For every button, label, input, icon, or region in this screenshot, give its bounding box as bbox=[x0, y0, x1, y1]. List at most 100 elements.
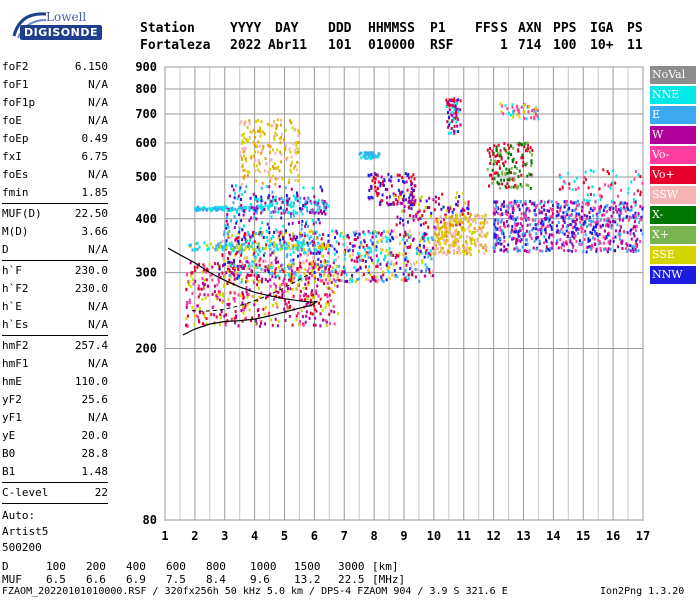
echo-point-F-trace-low bbox=[321, 279, 324, 283]
echo-point-F-trace-main bbox=[327, 251, 330, 255]
echo-point-blue-380-a bbox=[549, 223, 552, 227]
echo-point-band-425 bbox=[262, 205, 265, 209]
echo-point-yellow-550 bbox=[267, 122, 270, 126]
echo-point-F-trace-main bbox=[427, 255, 430, 259]
echo-point-F-trace-low bbox=[311, 269, 314, 273]
echo-point-F-trace-low bbox=[226, 302, 229, 306]
echo-point-F-trace-low bbox=[242, 304, 245, 308]
echo-point-blue-380-a bbox=[504, 212, 507, 216]
echo-point-spread-4-7 bbox=[318, 221, 321, 225]
echo-point-F-trace-main bbox=[409, 243, 412, 247]
echo-point-F-trace-low bbox=[323, 273, 326, 277]
echo-point-F-trace-low bbox=[198, 292, 201, 296]
echo-point-F-trace-main bbox=[331, 244, 334, 248]
x-tick-label: 5 bbox=[281, 529, 288, 543]
echo-point-F-trace-low bbox=[275, 294, 278, 298]
echo-point-yellow-360 bbox=[475, 244, 478, 248]
echo-point-F-trace-low bbox=[303, 294, 306, 298]
echo-point-yellow-360 bbox=[439, 249, 442, 253]
echo-point-blue-470 bbox=[381, 193, 384, 197]
echo-point-F-trace-low bbox=[287, 300, 290, 304]
echo-point-F-trace-low bbox=[239, 272, 242, 276]
echo-point-yellow-360 bbox=[461, 228, 464, 232]
echo-point-green-520 bbox=[515, 160, 518, 164]
muf-value: 6.5 bbox=[46, 573, 66, 586]
echo-point-blue-380-a bbox=[550, 225, 553, 229]
echo-point-far-480 bbox=[586, 199, 589, 203]
echo-point-blue-380-b bbox=[617, 245, 620, 249]
echo-point-green-520 bbox=[506, 178, 509, 182]
echo-point-F-trace-low bbox=[305, 286, 308, 290]
echo-point-F-trace-low bbox=[202, 263, 205, 267]
param-value: 25.6 bbox=[81, 393, 109, 406]
echo-point-F-trace-main bbox=[379, 262, 382, 266]
echo-point-top-680 bbox=[450, 98, 453, 102]
echo-point-blue-380-a bbox=[495, 227, 498, 231]
echo-point-F-trace-main bbox=[320, 237, 323, 241]
echo-point-F-trace-low bbox=[286, 289, 289, 293]
echo-point-F-trace-main bbox=[284, 269, 287, 273]
echo-point-F-trace-low bbox=[236, 273, 239, 277]
echo-point-spread-4-7 bbox=[241, 228, 244, 232]
echo-point-mid-400 bbox=[399, 221, 402, 225]
echo-point-F-trace-main bbox=[221, 239, 224, 243]
echo-point-blue-380-b bbox=[599, 225, 602, 229]
echo-point-F-trace-main bbox=[426, 236, 429, 240]
echo-point-yellow-550 bbox=[276, 133, 279, 137]
x-tick-label: 1 bbox=[161, 529, 168, 543]
echo-point-blue-380-b bbox=[618, 203, 621, 207]
echo-point-top-700 bbox=[520, 105, 523, 109]
param-separator bbox=[2, 503, 108, 504]
echo-point-blue-380-a bbox=[512, 204, 515, 208]
echo-point-blue-380-a bbox=[509, 213, 512, 217]
echo-point-F-trace-low bbox=[292, 294, 295, 298]
echo-point-blue-380-b bbox=[602, 235, 605, 239]
echo-point-yellow-360 bbox=[462, 245, 465, 249]
echo-point-yellow-360 bbox=[462, 249, 465, 253]
echo-point-F-trace-low bbox=[223, 314, 226, 318]
echo-point-E-425-to-450 bbox=[296, 196, 299, 200]
echo-point-blue-380-b bbox=[577, 212, 580, 216]
echo-point-yellow-360 bbox=[451, 223, 454, 227]
echo-point-green-520 bbox=[530, 153, 533, 157]
echo-point-F-trace-low bbox=[253, 303, 256, 307]
echo-point-near-560 bbox=[360, 156, 363, 160]
echo-point-blue-380-b bbox=[592, 236, 595, 240]
echo-point-band-345 bbox=[273, 241, 276, 245]
echo-point-blue-380-a bbox=[507, 216, 510, 220]
echo-point-blue-380-a bbox=[503, 225, 506, 229]
echo-point-top-700 bbox=[504, 104, 507, 108]
echo-point-yellow-550 bbox=[258, 126, 261, 130]
echo-point-green-520 bbox=[496, 153, 499, 157]
echo-point-blue-380-b bbox=[594, 200, 597, 204]
echo-point-yellow-360 bbox=[458, 231, 461, 235]
echo-point-F-trace-low bbox=[332, 274, 335, 278]
echo-point-F-trace-low bbox=[258, 324, 261, 328]
echo-point-F-trace-low bbox=[326, 281, 329, 285]
echo-point-blue-380-a bbox=[519, 199, 522, 203]
echo-point-green-520 bbox=[520, 173, 523, 177]
echo-point-blue-380-b bbox=[566, 224, 569, 228]
echo-point-band-345 bbox=[228, 242, 231, 246]
echo-point-F-trace-low bbox=[332, 278, 335, 282]
echo-point-F-trace-main bbox=[395, 253, 398, 257]
echo-point-F-trace-low bbox=[303, 292, 306, 296]
echo-point-F-trace-main bbox=[343, 253, 346, 257]
echo-point-blue-380-a bbox=[546, 209, 549, 213]
echo-point-mid-400 bbox=[449, 206, 452, 210]
echo-point-green-520 bbox=[507, 143, 510, 147]
echo-point-yellow-360 bbox=[473, 214, 476, 218]
echo-point-F-trace-main bbox=[256, 245, 259, 249]
echo-point-blue-470 bbox=[397, 188, 400, 192]
echo-point-blue-380-b bbox=[638, 221, 641, 225]
echo-point-far-480 bbox=[599, 194, 602, 198]
echo-point-blue-380-b bbox=[589, 223, 592, 227]
echo-point-yellow-360 bbox=[434, 232, 437, 236]
echo-point-blue-380-b bbox=[610, 200, 613, 204]
param-value: N/A bbox=[88, 300, 108, 313]
echo-point-green-520 bbox=[493, 144, 496, 148]
echo-point-blue-470 bbox=[374, 185, 377, 189]
echo-point-F-trace-main bbox=[387, 270, 390, 274]
echo-point-F-trace-low bbox=[283, 307, 286, 311]
echo-point-band-345 bbox=[297, 245, 300, 249]
